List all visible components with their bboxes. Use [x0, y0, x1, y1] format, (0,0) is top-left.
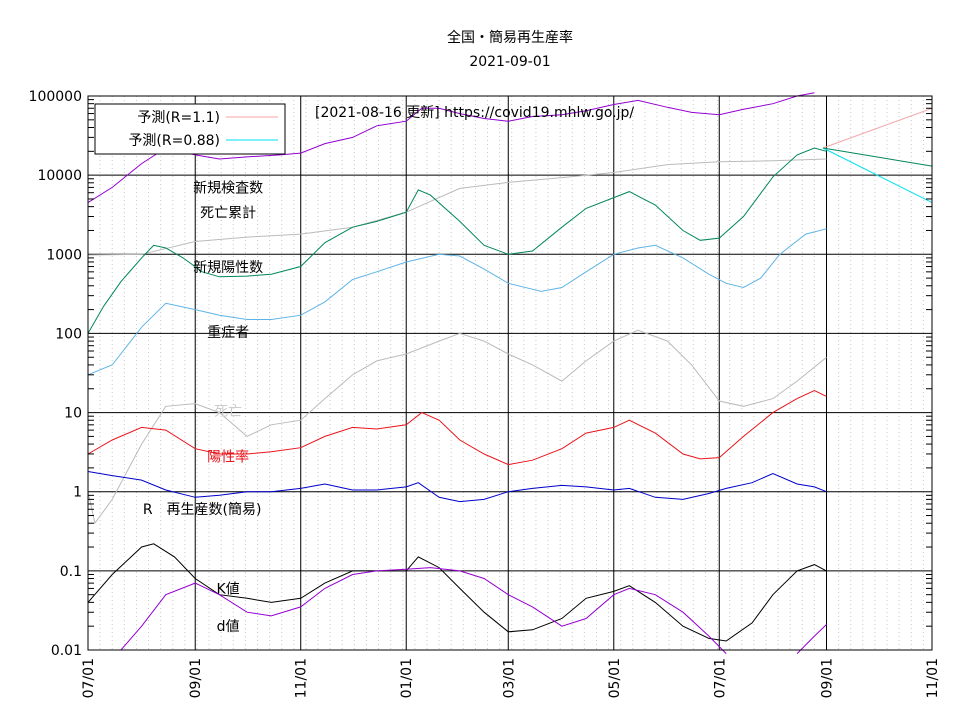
series-label-8: d値: [217, 619, 240, 635]
series-label-1: 死亡累計: [200, 206, 256, 222]
series-label-2: 新規陽性数: [193, 260, 263, 276]
series-line-5: [87, 389, 827, 466]
series-line-10: [822, 107, 933, 149]
chart-subtitle: 2021-09-01: [469, 54, 550, 70]
y-tick-label: 0.1: [60, 564, 82, 580]
minor-gridlines: [99, 96, 924, 650]
plot-frame: [87, 95, 933, 651]
y-tick-label: 0.01: [51, 643, 82, 659]
major-gridlines: [87, 95, 933, 651]
x-axis-ticks: 07/01 09/01 11/01 01/01 03/01 05/01 07/01 09/01…: [81, 658, 941, 698]
series-line-8: [120, 567, 727, 654]
y-tick-label: 10: [64, 406, 82, 422]
x-tick-label: 03/01: [501, 658, 517, 698]
series-label-5: 陽性率: [207, 449, 249, 466]
legend: 予測(R=1.1) 予測(R=0.88): [94, 103, 286, 155]
series-line-9: [796, 624, 827, 654]
series-line-2: [87, 147, 827, 334]
x-tick-label: 01/01: [399, 658, 415, 698]
x-tick-label: 09/01: [820, 658, 836, 698]
y-tick-label: 10000: [37, 168, 82, 184]
x-tick-label: 09/01: [188, 658, 204, 698]
series-label-0: 新規検査数: [193, 181, 263, 197]
x-tick-label: 11/01: [925, 658, 941, 698]
series-label-4: 死亡: [214, 404, 242, 420]
x-tick-label: 11/01: [294, 658, 310, 698]
chart-title: 全国・簡易再生産率: [447, 29, 573, 46]
y-tick-label: 100000: [29, 89, 82, 105]
x-tick-label: 07/01: [81, 658, 97, 698]
series-line-1: [87, 158, 827, 256]
y-tick-label: 1000: [46, 247, 82, 263]
series-label-3: 重症者: [207, 325, 249, 341]
series-line-7: [87, 543, 827, 642]
series-line-6: [87, 471, 827, 503]
series-line-3: [87, 228, 827, 376]
series-line-11: [822, 147, 933, 204]
series-layer: [87, 92, 933, 654]
series-line-12: [822, 147, 933, 167]
legend-label-1: 予測(R=0.88): [128, 133, 220, 149]
y-axis-ticks: 100000 10000 1000 100 10 1 0.1 0.01: [29, 89, 932, 659]
series-line-4: [87, 329, 827, 525]
x-tick-label: 05/01: [607, 658, 623, 698]
series-label-7: K値: [216, 581, 239, 597]
series-line-0: [87, 92, 815, 204]
y-tick-label: 100: [55, 326, 82, 342]
series-label-6: R 再生産数(簡易): [143, 502, 262, 518]
x-tick-label: 07/01: [712, 658, 728, 698]
y-tick-label: 1: [73, 485, 82, 501]
source-note: [2021-08-16 更新] https://covid19.mhlw.go.…: [315, 105, 634, 121]
legend-label-0: 予測(R=1.1): [137, 110, 220, 126]
legend-box: [94, 103, 286, 155]
